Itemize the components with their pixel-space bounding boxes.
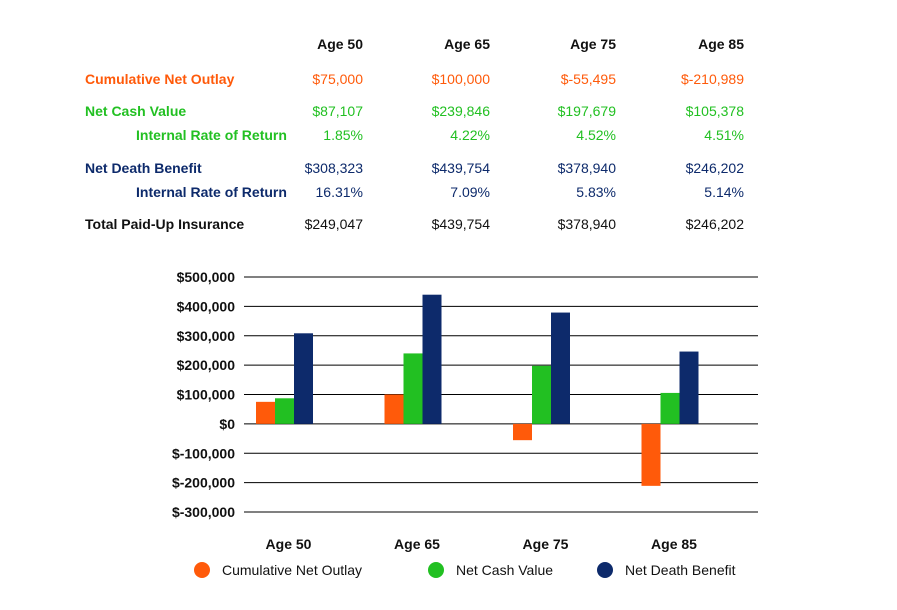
column-header-age-65: Age 65 <box>444 36 490 52</box>
row-label-total-paid-up-insurance: Total Paid-Up Insurance <box>85 216 245 232</box>
x-tick-label: Age 65 <box>394 536 440 552</box>
legend-label: Net Cash Value <box>456 562 554 578</box>
bar <box>551 312 570 424</box>
table-cell: $378,940 <box>557 216 616 232</box>
y-tick-label: $100,000 <box>177 387 236 403</box>
y-tick-label: $400,000 <box>177 298 236 314</box>
row-label-net-cash-value: Net Cash Value <box>85 103 187 119</box>
column-header-age-75: Age 75 <box>570 36 616 52</box>
table-cell: $87,107 <box>312 103 363 119</box>
bar <box>275 398 294 424</box>
row-label-net-death-benefit: Net Death Benefit <box>85 160 202 176</box>
legend-label: Cumulative Net Outlay <box>222 562 363 578</box>
row-label-cash-irr: Internal Rate of Return <box>136 127 287 143</box>
bar <box>403 353 423 424</box>
column-header-age-85: Age 85 <box>698 36 744 52</box>
table-cell: $105,378 <box>685 103 744 119</box>
y-tick-label: $300,000 <box>177 328 236 344</box>
table-cell: $378,940 <box>557 160 616 176</box>
table-cell: 7.09% <box>450 184 490 200</box>
table-cell: $439,754 <box>431 216 490 232</box>
table-cell: $246,202 <box>685 216 744 232</box>
row-label-cumulative-net-outlay: Cumulative Net Outlay <box>85 71 235 87</box>
bar <box>256 401 275 424</box>
table-cell: 5.14% <box>704 184 744 200</box>
legend-item-net-death-benefit: Net Death Benefit <box>597 562 736 578</box>
column-header-age-50: Age 50 <box>317 36 363 52</box>
table-cell: $439,754 <box>431 160 490 176</box>
x-tick-label: Age 75 <box>523 536 569 552</box>
bar <box>532 365 551 424</box>
table-cell: 4.52% <box>576 127 616 143</box>
table-cell: $100,000 <box>431 71 490 87</box>
y-tick-label: $-200,000 <box>172 475 235 491</box>
table-cell: 16.31% <box>315 184 363 200</box>
x-tick-label: Age 85 <box>651 536 697 552</box>
legend-marker-green <box>428 562 444 578</box>
table-cell: 4.51% <box>704 127 744 143</box>
x-tick-label: Age 50 <box>266 536 312 552</box>
y-tick-label: $500,000 <box>177 269 236 285</box>
y-tick-label: $0 <box>219 416 235 432</box>
legend-item-net-cash-value: Net Cash Value <box>428 562 553 578</box>
bar <box>384 394 404 424</box>
table-cell: $197,679 <box>557 103 616 119</box>
y-tick-label: $-300,000 <box>172 504 235 520</box>
bar <box>294 333 313 424</box>
table-cell: $-55,495 <box>560 71 616 87</box>
table-cell: $246,202 <box>685 160 744 176</box>
table-cell: 1.85% <box>323 127 363 143</box>
legend-label: Net Death Benefit <box>625 562 736 578</box>
legend-marker-orange <box>194 562 210 578</box>
bar <box>422 294 442 424</box>
table-cell: $-210,989 <box>680 71 744 87</box>
bar <box>679 351 699 424</box>
row-label-death-benefit-irr: Internal Rate of Return <box>136 184 287 200</box>
table-cell: 4.22% <box>450 127 490 143</box>
y-tick-label: $200,000 <box>177 357 236 373</box>
table-cell: $249,047 <box>304 216 363 232</box>
table-cell: $308,323 <box>304 160 363 176</box>
table-cell: $239,846 <box>431 103 490 119</box>
bar <box>641 423 661 486</box>
bar <box>660 392 680 424</box>
table-cell: $75,000 <box>312 71 363 87</box>
table-cell: 5.83% <box>576 184 616 200</box>
legend-item-cumulative-net-outlay: Cumulative Net Outlay <box>194 562 362 578</box>
legend-marker-navy <box>597 562 613 578</box>
bar <box>513 423 532 441</box>
y-tick-label: $-100,000 <box>172 445 235 461</box>
